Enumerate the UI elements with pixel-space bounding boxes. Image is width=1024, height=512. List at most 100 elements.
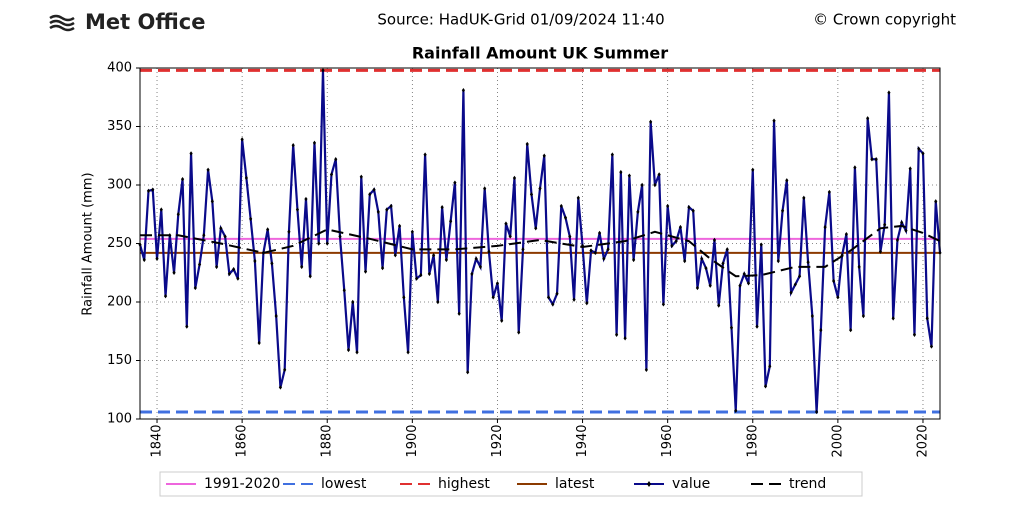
legend-label: 1991-2020 xyxy=(204,476,280,492)
data-point xyxy=(653,182,657,188)
data-point xyxy=(917,146,921,151)
data-point xyxy=(210,199,214,204)
data-point xyxy=(283,367,287,373)
data-point xyxy=(844,231,848,237)
data-point xyxy=(329,172,334,177)
data-point xyxy=(346,347,351,353)
data-point xyxy=(521,247,525,252)
data-point xyxy=(266,227,270,232)
copyright: © Crown copyright xyxy=(813,11,956,29)
x-tick-label: 1860 xyxy=(235,424,250,457)
data-point xyxy=(419,272,423,278)
data-point xyxy=(185,324,189,329)
data-point xyxy=(929,344,934,349)
data-point xyxy=(487,249,491,254)
data-point xyxy=(551,302,555,307)
data-point xyxy=(572,297,576,302)
data-point xyxy=(870,157,874,162)
y-tick-label: 250 xyxy=(107,236,132,251)
data-point xyxy=(440,205,444,210)
y-tick-label: 350 xyxy=(107,119,132,134)
data-point xyxy=(491,295,495,300)
data-point xyxy=(797,274,802,279)
data-point xyxy=(389,203,393,209)
data-point xyxy=(542,153,546,158)
data-point xyxy=(219,226,223,231)
data-point xyxy=(368,192,372,197)
data-point xyxy=(827,189,831,195)
data-point xyxy=(768,364,772,369)
data-point xyxy=(325,241,329,246)
data-point xyxy=(640,182,644,188)
data-point xyxy=(291,143,295,148)
data-point xyxy=(576,195,580,201)
data-point xyxy=(580,243,585,249)
data-point xyxy=(304,196,308,202)
x-tick-label: 2020 xyxy=(915,424,930,457)
data-point xyxy=(780,208,785,213)
data-point xyxy=(151,187,155,192)
data-point xyxy=(895,237,900,243)
x-tick-label: 1840 xyxy=(150,424,165,457)
data-point xyxy=(866,116,870,121)
logo-icon xyxy=(49,14,75,32)
data-point xyxy=(589,248,593,253)
data-point xyxy=(555,291,559,297)
data-point xyxy=(878,249,883,254)
data-point xyxy=(742,271,746,277)
logo: Met Office xyxy=(49,10,205,34)
data-point xyxy=(483,186,487,191)
data-point xyxy=(746,281,751,286)
data-point xyxy=(270,261,274,266)
data-point xyxy=(819,327,823,333)
data-point xyxy=(317,241,321,246)
data-point xyxy=(670,243,674,249)
data-point xyxy=(538,186,542,191)
data-point xyxy=(755,324,759,329)
data-point xyxy=(249,216,253,222)
data-point xyxy=(517,330,521,335)
data-point xyxy=(874,157,878,162)
data-point xyxy=(823,224,827,230)
legend-box xyxy=(159,471,863,497)
source: Source: HadUK-Grid 01/09/2024 11:40 xyxy=(377,11,664,29)
data-point xyxy=(244,175,248,181)
data-point xyxy=(776,258,780,264)
legend-label: lowest xyxy=(321,476,367,492)
data-point xyxy=(146,188,151,194)
data-point xyxy=(534,226,538,231)
data-point xyxy=(312,140,317,146)
data-point xyxy=(385,207,389,212)
x-tick-label: 2000 xyxy=(830,424,845,457)
x-tick-label: 1900 xyxy=(405,424,420,457)
data-point xyxy=(414,276,419,281)
legend-label: highest xyxy=(438,476,490,492)
data-point xyxy=(763,384,768,389)
data-point xyxy=(849,327,853,333)
data-point xyxy=(176,212,180,217)
data-point xyxy=(751,167,755,172)
data-point xyxy=(602,256,606,261)
data-point xyxy=(908,166,912,171)
trend-line xyxy=(140,224,941,278)
data-point xyxy=(585,300,589,306)
data-point xyxy=(887,90,891,95)
data-point xyxy=(372,187,376,192)
data-point xyxy=(857,264,861,270)
data-point xyxy=(504,221,508,226)
data-point xyxy=(836,295,840,300)
data-point xyxy=(202,233,206,238)
data-point xyxy=(810,313,814,319)
data-point xyxy=(636,209,640,215)
data-point xyxy=(359,174,363,180)
y-tick-label: 100 xyxy=(107,412,132,427)
data-point xyxy=(206,167,210,172)
data-point xyxy=(678,224,683,230)
data-point xyxy=(806,260,810,265)
y-tick-label: 200 xyxy=(107,295,132,310)
data-point xyxy=(691,208,695,213)
data-point xyxy=(380,265,385,271)
data-point xyxy=(717,303,721,308)
data-point xyxy=(861,313,866,319)
data-point xyxy=(593,250,597,256)
